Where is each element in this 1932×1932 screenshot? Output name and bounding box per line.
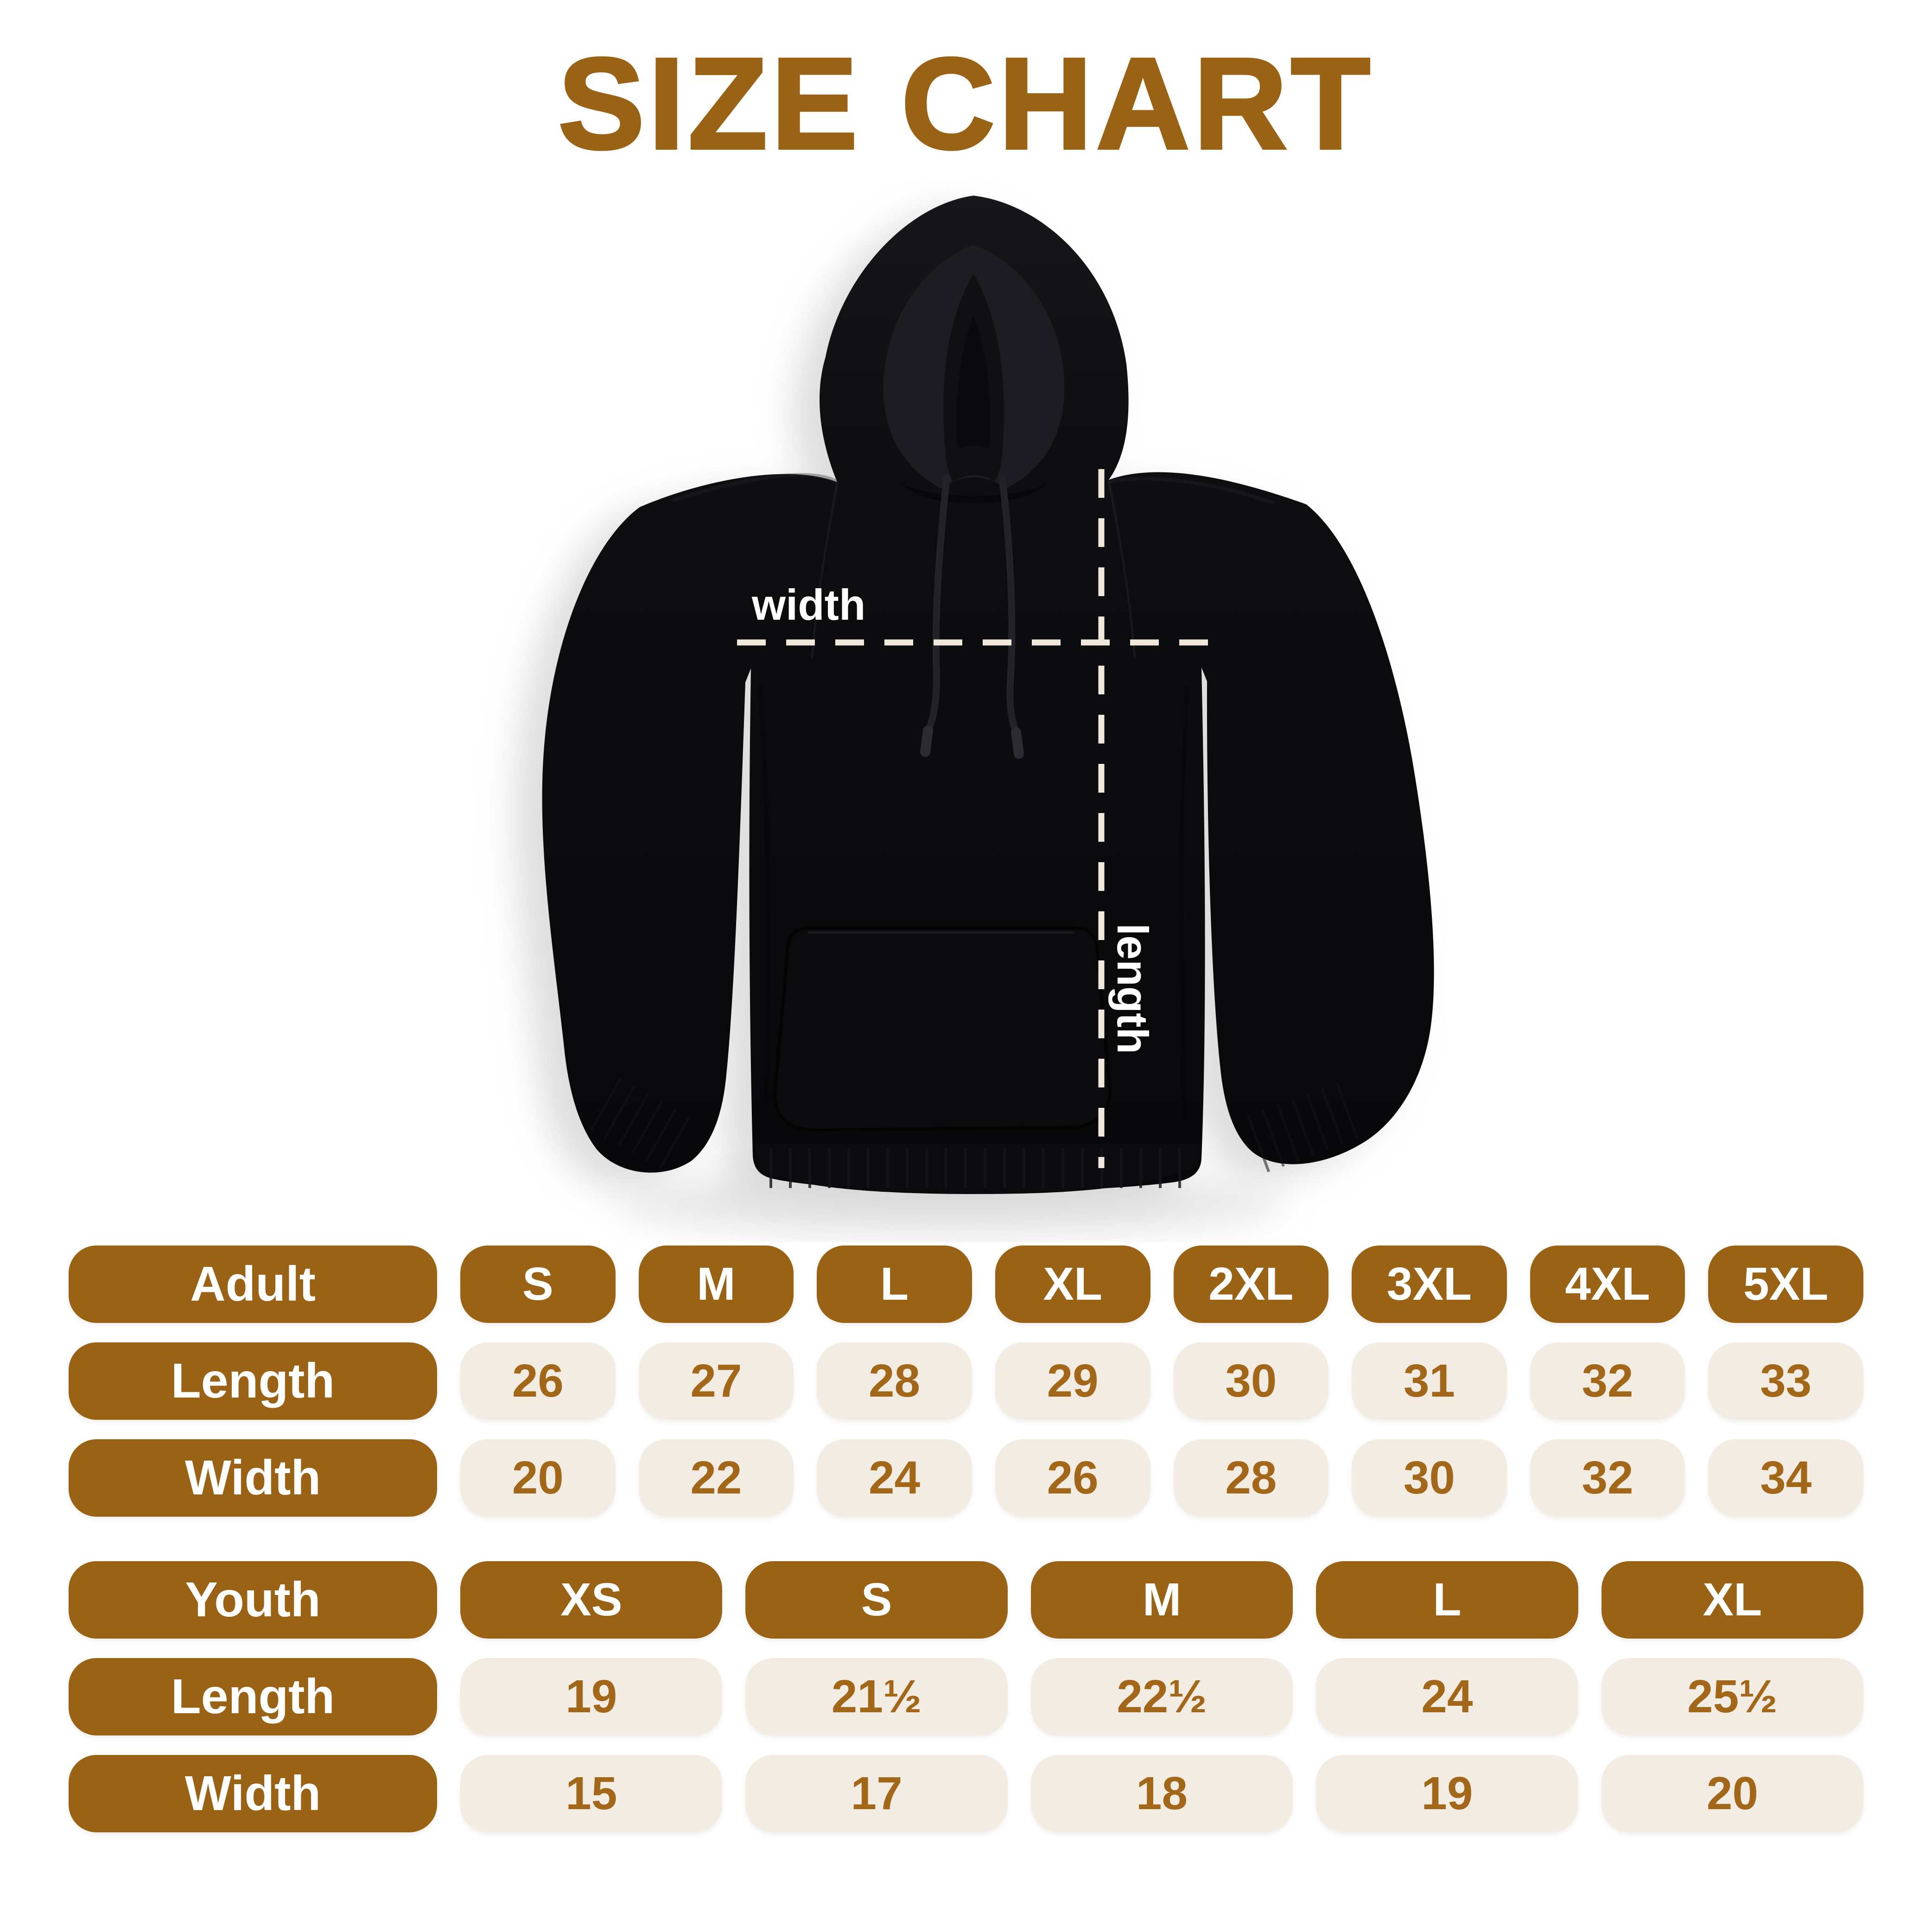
seam-lines <box>671 473 1276 1122</box>
header-row: Youth XS S M L XL <box>69 1561 1864 1639</box>
value-cell: 20 <box>1601 1755 1864 1832</box>
value-cell: 21½ <box>745 1658 1008 1735</box>
table-row: Length 19 21½ 22½ 24 25½ <box>69 1658 1864 1735</box>
hood-interior <box>883 245 1065 503</box>
column-header-pill: 3XL <box>1352 1246 1507 1323</box>
table-row: Width 20 22 24 26 28 30 32 34 <box>69 1439 1863 1517</box>
column-header-pill: L <box>1316 1561 1578 1639</box>
cuff-ribbing <box>590 1077 1369 1175</box>
value-cell: 30 <box>1352 1439 1507 1517</box>
value-cell: 31 <box>1352 1342 1507 1420</box>
value-cell: 20 <box>460 1439 616 1517</box>
column-header-pill: 4XL <box>1530 1246 1685 1323</box>
group-label-pill: Youth <box>69 1561 437 1639</box>
column-header-pill: S <box>460 1246 616 1323</box>
value-cell: 33 <box>1708 1342 1863 1420</box>
value-cell: 15 <box>460 1755 723 1832</box>
size-table-youth: Youth XS S M L XL Length 19 21½ 22½ 24 25½ Width 15 17… <box>69 1561 1864 1832</box>
value-cell: 27 <box>638 1342 794 1420</box>
table-row: Width 15 17 18 19 20 <box>69 1755 1864 1832</box>
width-measure-label: width <box>752 580 866 629</box>
kangaroo-pocket <box>773 926 1112 1132</box>
drawstrings <box>920 475 1024 759</box>
value-cell: 28 <box>817 1342 972 1420</box>
value-cell: 19 <box>460 1658 723 1735</box>
hoodie-image <box>515 196 1434 1235</box>
value-cell: 22½ <box>1030 1658 1293 1735</box>
header-row: Adult S M L XL 2XL 3XL 4XL 5XL <box>69 1246 1863 1323</box>
value-cell: 24 <box>817 1439 972 1517</box>
value-cell: 17 <box>745 1755 1008 1832</box>
value-cell: 24 <box>1316 1658 1578 1735</box>
size-table-adult: Adult S M L XL 2XL 3XL 4XL 5XL Length 26 27 28 29 30 31… <box>69 1246 1863 1517</box>
value-cell: 32 <box>1530 1439 1685 1517</box>
column-header-pill: XS <box>460 1561 723 1639</box>
row-label-pill: Length <box>69 1658 437 1735</box>
value-cell: 34 <box>1708 1439 1863 1517</box>
column-header-pill: L <box>817 1246 972 1323</box>
value-cell: 22 <box>638 1439 794 1517</box>
page-title: SIZE CHART <box>557 32 1374 176</box>
row-label-pill: Width <box>69 1439 437 1517</box>
row-label-pill: Length <box>69 1342 437 1420</box>
column-header-pill: M <box>1030 1561 1293 1639</box>
column-header-pill: S <box>745 1561 1008 1639</box>
column-header-pill: XL <box>1601 1561 1864 1639</box>
value-cell: 29 <box>995 1342 1150 1420</box>
value-cell: 18 <box>1030 1755 1293 1832</box>
value-cell: 30 <box>1173 1342 1329 1420</box>
value-cell: 28 <box>1173 1439 1329 1517</box>
value-cell: 19 <box>1316 1755 1578 1832</box>
size-tables: Adult S M L XL 2XL 3XL 4XL 5XL Length 26 27 28 29 30 31… <box>69 1246 1864 1852</box>
value-cell: 32 <box>1530 1342 1685 1420</box>
table-row: Length 26 27 28 29 30 31 32 33 <box>69 1342 1863 1420</box>
column-header-pill: 5XL <box>1708 1246 1863 1323</box>
length-measure-label: length <box>1108 923 1157 1054</box>
column-header-pill: 2XL <box>1173 1246 1329 1323</box>
column-header-pill: XL <box>995 1246 1150 1323</box>
column-header-pill: M <box>638 1246 794 1323</box>
group-label-pill: Adult <box>69 1246 437 1323</box>
hem-ribbing <box>754 1144 1201 1194</box>
value-cell: 26 <box>460 1342 616 1420</box>
value-cell: 25½ <box>1601 1658 1864 1735</box>
row-label-pill: Width <box>69 1755 437 1832</box>
value-cell: 26 <box>995 1439 1150 1517</box>
